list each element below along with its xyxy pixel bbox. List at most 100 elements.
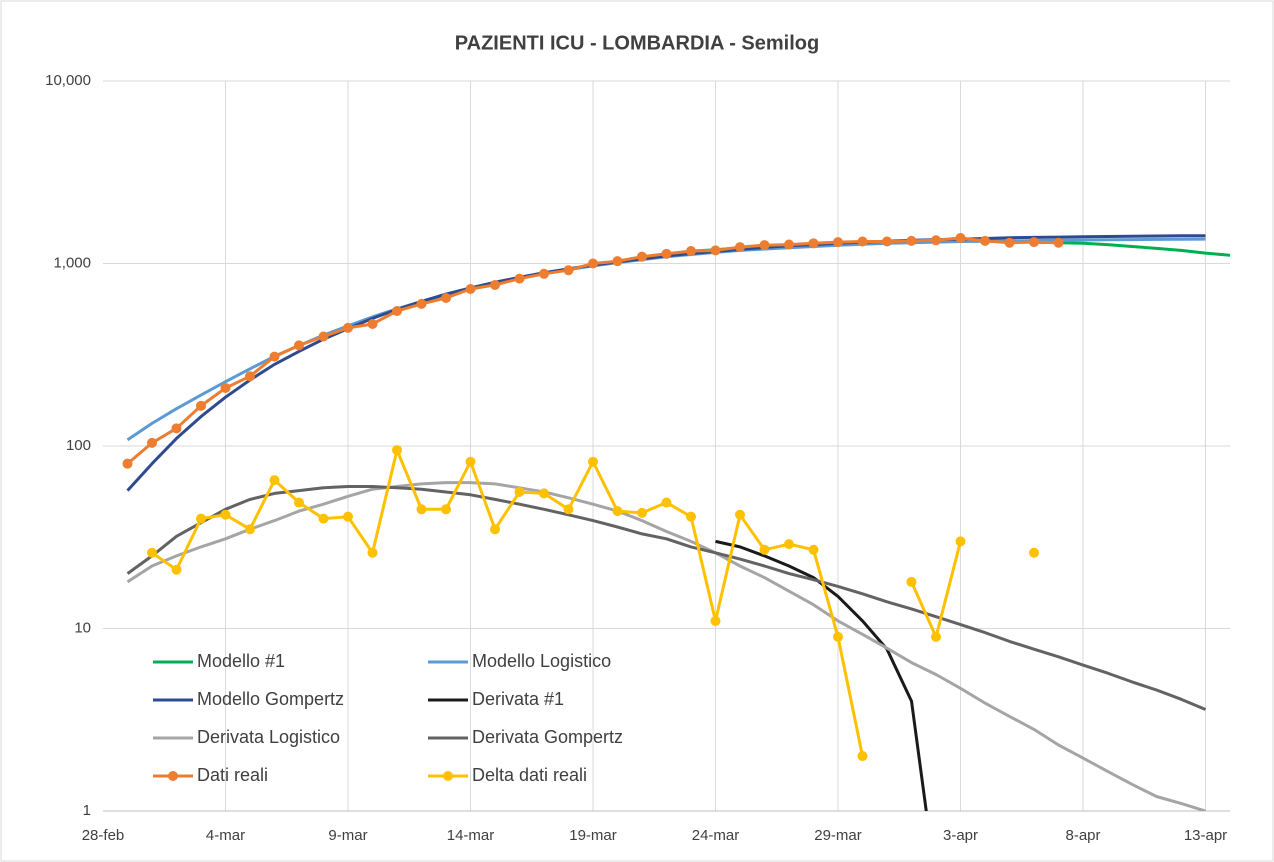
- data-point: [416, 298, 427, 309]
- data-point: [563, 265, 574, 276]
- legend-label: Derivata Logistico: [197, 727, 340, 747]
- data-point: [367, 547, 378, 558]
- data-point: [686, 511, 696, 522]
- data-point: [759, 544, 770, 555]
- data-point: [612, 256, 623, 267]
- data-point: [931, 631, 941, 642]
- data-point: [269, 351, 280, 362]
- data-point: [465, 283, 476, 294]
- chart-title: PAZIENTI ICU - LOMBARDIA - Semilog: [455, 32, 819, 54]
- x-tick-label: 14-mar: [447, 827, 495, 844]
- data-point: [318, 331, 329, 342]
- data-point: [269, 475, 280, 486]
- data-point: [980, 235, 990, 246]
- y-tick-label: 10,000: [45, 72, 91, 89]
- data-point: [367, 319, 378, 330]
- legend-label: Dati reali: [197, 765, 268, 785]
- data-point: [1029, 237, 1039, 248]
- data-point: [147, 547, 157, 558]
- legend-label: Modello Gompertz: [197, 689, 344, 709]
- x-tick-label: 3-apr: [943, 827, 978, 844]
- x-tick-label: 29-mar: [814, 827, 862, 844]
- data-point: [514, 273, 525, 284]
- y-tick-label: 1: [83, 802, 91, 819]
- plot-area: [122, 232, 1230, 811]
- data-point: [784, 239, 794, 250]
- data-point: [465, 456, 476, 467]
- data-point: [637, 251, 647, 262]
- data-point: [343, 511, 353, 522]
- data-point: [490, 524, 500, 535]
- x-tick-label: 28-feb: [82, 827, 125, 844]
- legend-label: Derivata Gompertz: [472, 727, 623, 747]
- data-point: [539, 268, 549, 279]
- data-point: [661, 248, 672, 259]
- data-point: [906, 576, 917, 587]
- data-point: [392, 306, 402, 317]
- data-point: [220, 509, 231, 520]
- data-point: [833, 237, 843, 248]
- data-point: [588, 258, 598, 269]
- data-point: [833, 631, 843, 642]
- data-point: [294, 340, 304, 351]
- series-line: [715, 539, 928, 811]
- data-point: [318, 513, 329, 524]
- data-point: [171, 423, 182, 434]
- data-point: [1053, 237, 1064, 248]
- x-tick-label: 4-mar: [206, 827, 245, 844]
- legend-label: Modello Logistico: [472, 651, 611, 671]
- data-point: [392, 445, 402, 456]
- data-point: [735, 509, 745, 520]
- data-point: [220, 382, 231, 393]
- data-point: [196, 513, 206, 524]
- data-point: [416, 504, 427, 515]
- data-point: [857, 236, 868, 247]
- data-point: [294, 497, 304, 508]
- x-tick-label: 24-mar: [692, 827, 740, 844]
- data-point: [710, 245, 721, 256]
- data-point: [784, 539, 794, 550]
- series-line: [126, 485, 1207, 711]
- data-point: [661, 497, 672, 508]
- legend-label: Derivata #1: [472, 689, 564, 709]
- data-point: [759, 240, 770, 251]
- y-tick-label: 1,000: [53, 254, 91, 271]
- legend: Modello #1 Modello Logistico Modello Gompe…: [153, 651, 623, 785]
- data-point: [735, 242, 745, 253]
- data-point: [882, 236, 892, 247]
- data-point: [563, 504, 574, 515]
- data-point: [514, 486, 525, 497]
- data-point: [441, 293, 451, 304]
- data-point: [196, 400, 206, 411]
- data-point: [1004, 237, 1015, 248]
- x-tick-label: 8-apr: [1065, 827, 1100, 844]
- legend-label: Modello #1: [197, 651, 285, 671]
- data-point: [245, 371, 255, 382]
- x-tick-label: 13-apr: [1184, 827, 1227, 844]
- data-point: [955, 536, 966, 547]
- x-tick-label: 9-mar: [328, 827, 367, 844]
- data-point: [931, 235, 941, 246]
- data-point: [245, 524, 255, 535]
- data-point: [637, 507, 647, 518]
- x-tick-label: 19-mar: [569, 827, 617, 844]
- data-point: [539, 488, 549, 499]
- y-tick-label: 10: [74, 619, 91, 636]
- data-point: [122, 458, 133, 469]
- data-point: [808, 238, 819, 249]
- data-point: [441, 504, 451, 515]
- y-tick-label: 100: [66, 437, 91, 454]
- data-point: [1029, 547, 1039, 558]
- data-point: [490, 279, 500, 290]
- data-point: [955, 232, 966, 243]
- data-point: [710, 615, 721, 626]
- data-point: [857, 751, 868, 762]
- data-point: [808, 544, 819, 555]
- data-point: [171, 564, 182, 575]
- data-point: [588, 456, 598, 467]
- legend-marker: [168, 771, 178, 781]
- data-point: [686, 246, 696, 257]
- data-point: [612, 506, 623, 517]
